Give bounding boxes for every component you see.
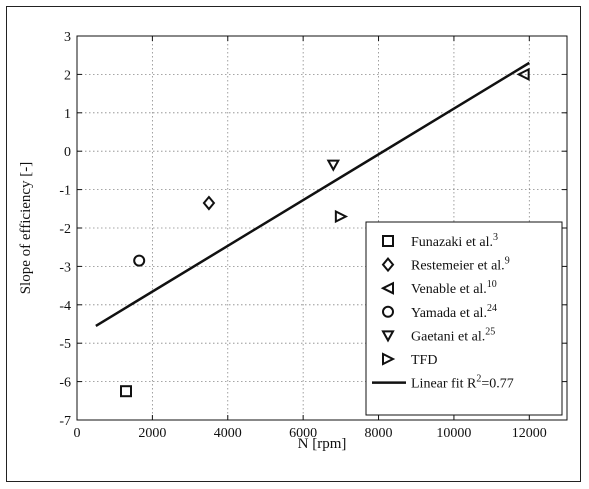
- legend-label: TFD: [411, 353, 437, 368]
- legend-label: Restemeier et al.9: [411, 256, 510, 274]
- y-tick-label: -5: [59, 337, 71, 352]
- y-tick-label: -1: [59, 184, 71, 199]
- legend-label: Linear fit R2=0.77: [411, 374, 514, 392]
- y-tick-label: 2: [64, 68, 71, 83]
- y-tick-label: -2: [59, 222, 71, 237]
- data-point: [328, 161, 338, 170]
- x-tick-label: 12000: [512, 426, 547, 441]
- x-tick-label: 2000: [138, 426, 166, 441]
- legend-label: Gaetani et al.25: [411, 326, 495, 344]
- legend-label: Venable et al.10: [411, 279, 497, 297]
- legend-label: Funazaki et al.3: [411, 232, 498, 250]
- x-axis-label: N [rpm]: [298, 436, 347, 452]
- y-tick-label: -3: [59, 260, 71, 275]
- data-point: [519, 69, 529, 79]
- data-point: [336, 211, 346, 221]
- x-tick-label: 10000: [436, 426, 471, 441]
- legend-label: Yamada et al.24: [411, 303, 497, 321]
- y-tick-label: -7: [59, 414, 71, 429]
- data-point: [204, 197, 214, 209]
- y-tick-label: 1: [64, 107, 71, 122]
- x-tick-label: 0: [74, 426, 81, 441]
- y-tick-label: 3: [64, 30, 71, 45]
- y-tick-label: -4: [59, 299, 71, 314]
- data-point: [134, 256, 144, 266]
- legend: Funazaki et al.3 Restemeier et al.9 Venabl…: [366, 222, 562, 415]
- y-tick-label: -6: [59, 376, 71, 391]
- y-tick-label: 0: [64, 145, 71, 160]
- y-axis-label: Slope of efficiency [-]: [18, 162, 34, 295]
- data-point: [121, 386, 131, 396]
- x-tick-label: 8000: [365, 426, 393, 441]
- x-tick-label: 4000: [214, 426, 242, 441]
